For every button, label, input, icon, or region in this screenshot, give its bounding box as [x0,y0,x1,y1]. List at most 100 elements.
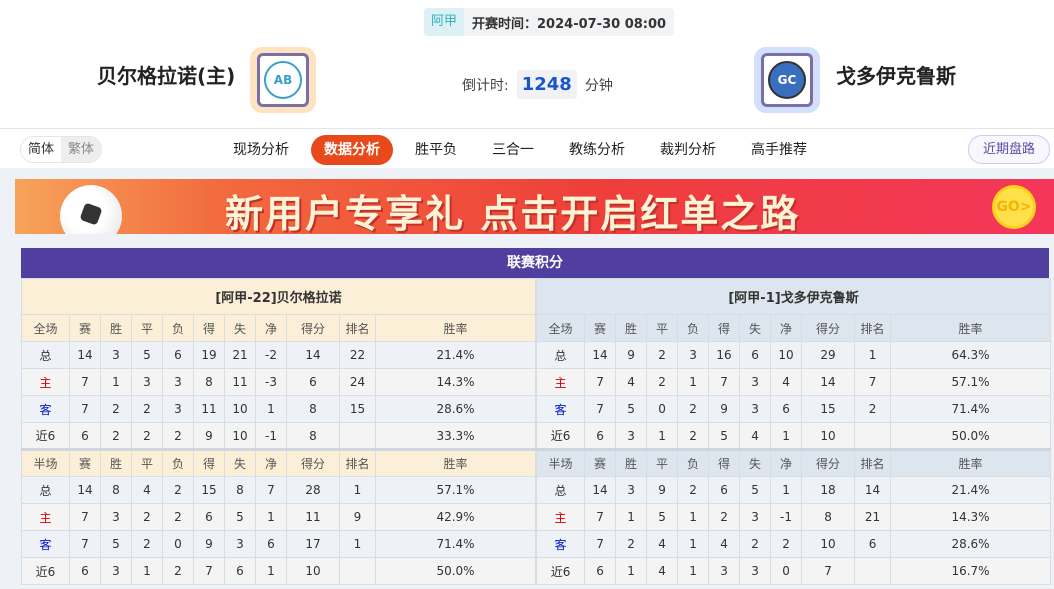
cell: 6 [708,476,741,504]
cell: 3 [162,395,194,423]
cell: 8 [801,503,856,531]
cell: 2 [739,530,772,558]
cell: 21.4% [374,341,537,369]
cell: 7 [584,395,617,423]
cell: 4 [708,530,741,558]
cell: 8 [100,476,132,504]
cell: 14 [286,341,340,369]
column-header: 净 [770,314,803,342]
cell: 7 [854,368,892,396]
cell: 2 [708,503,741,531]
cell: 2 [677,422,710,450]
cell: 14 [584,341,617,369]
table-row: 总 14 3 5 6 19 21 -2 14 22 21.4% [21,341,537,369]
cell: 64.3% [890,341,1052,369]
column-header: 净 [255,314,287,342]
cell: 10 [770,341,803,369]
away-team-name[interactable]: 戈多伊克鲁斯 [836,64,956,88]
tab-6[interactable]: 高手推荐 [751,142,807,158]
countdown: 倒计时: 1248 分钟 [462,70,613,99]
section-label: 全场 [21,314,70,342]
cell: 5 [131,341,163,369]
cell: 57.1% [374,476,537,504]
cell: 1 [255,503,287,531]
cell: 57.1% [890,368,1052,396]
cell: 17 [286,530,340,558]
cell: 16 [708,341,741,369]
match-meta: 阿甲 开赛时间：2024-07-30 08:00 [424,8,675,36]
cell: 71.4% [374,530,537,558]
column-header: 胜率 [374,448,537,477]
cell: 7 [193,557,225,585]
column-header: 得分 [801,448,856,477]
column-header: 负 [162,314,194,342]
cell: 11 [193,395,225,423]
team-standing-title: [阿甲-22]贝尔格拉诺 [20,278,537,315]
cell: 22 [339,341,376,369]
column-header: 排名 [854,448,892,477]
cell: 6 [255,530,287,558]
tab-0[interactable]: 现场分析 [233,142,289,158]
cell: 6 [854,530,892,558]
column-header: 平 [131,314,163,342]
column-header: 得分 [286,448,340,477]
tab-3[interactable]: 三合一 [492,142,534,158]
cell: 10 [224,422,256,450]
cell: 0 [162,530,194,558]
column-header: 平 [131,448,163,477]
tab-5[interactable]: 裁判分析 [660,142,716,158]
cell: 6 [739,341,772,369]
away-team-logo[interactable]: GC [754,47,820,113]
go-button[interactable]: GO> [992,185,1036,229]
section-label: 半场 [21,448,70,477]
cell: 42.9% [374,503,537,531]
cell: 19 [193,341,225,369]
cell: 2 [677,395,710,423]
column-header: 胜 [615,448,648,477]
column-header: 得 [708,314,741,342]
lang-simplified[interactable]: 简体 [28,142,55,157]
cell: 2 [162,557,194,585]
cell: 2 [162,476,194,504]
promo-banner[interactable]: 新用户专享礼 点击开启红单之路 GO> [15,179,1054,234]
cell [339,557,376,585]
countdown-unit: 分钟 [584,77,613,94]
cell: 6 [584,557,617,585]
column-header: 平 [646,448,679,477]
tab-2[interactable]: 胜平负 [415,142,457,158]
column-header: 赛 [69,448,101,477]
table-row: 近6 6 2 2 2 9 10 -1 8 33.3% [21,422,537,450]
table-row: 主 7 3 2 2 6 5 1 11 9 42.9% [21,503,537,531]
cell: 8 [286,422,340,450]
cell: 7 [69,530,101,558]
countdown-label: 倒计时: [462,77,509,94]
column-header: 得 [708,448,741,477]
cell: 3 [615,422,648,450]
cell: 总 [536,476,586,504]
tab-4[interactable]: 教练分析 [569,142,625,158]
cell: 1 [255,557,287,585]
nav-bar: 简体 繁体 现场分析 数据分析 胜平负 三合一 教练分析 裁判分析 高手推荐 近期盘路 [0,128,1054,168]
cell: 29 [801,341,856,369]
cell: 50.0% [890,422,1052,450]
home-team-logo[interactable]: AB [250,47,316,113]
cell: 14.3% [890,503,1052,531]
column-header: 胜 [100,448,132,477]
cell: 4 [646,530,679,558]
cell: 21 [224,341,256,369]
league-badge[interactable]: 阿甲 [424,8,465,36]
column-header-row: 半场赛胜平负得失净得分 排名 胜率 [536,448,1052,477]
column-header-row: 半场赛胜平负得失净得分 排名 胜率 [21,448,537,477]
cell: 2 [646,368,679,396]
lang-traditional[interactable]: 繁体 [61,137,102,162]
cell: 14 [801,368,856,396]
cell: 3 [162,368,194,396]
recent-handicap-button[interactable]: 近期盘路 [967,135,1050,164]
home-team-name[interactable]: 贝尔格拉诺(主) [97,64,236,88]
kickoff-time: 开赛时间：2024-07-30 08:00 [472,16,667,32]
column-header: 排名 [854,314,892,342]
cell: 10 [801,530,856,558]
cell: 5 [615,395,648,423]
table-row: 近6 6 3 1 2 7 6 1 10 50.0% [21,557,537,585]
tab-1[interactable]: 数据分析 [311,135,393,165]
